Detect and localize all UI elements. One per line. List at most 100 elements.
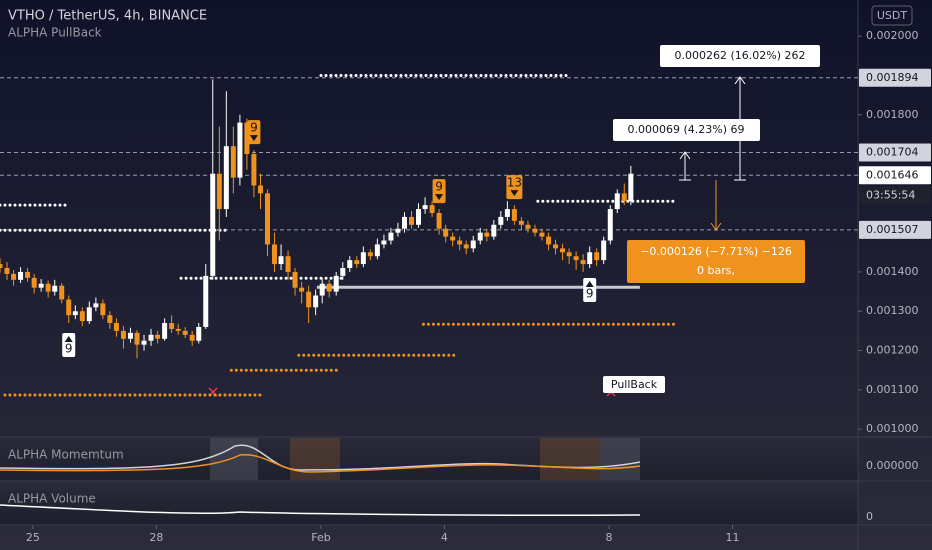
candle-body (257, 185, 263, 194)
candle-body (230, 146, 236, 178)
candle-body (52, 285, 58, 292)
volume-pane (0, 482, 858, 525)
marker-label: 13 (507, 176, 522, 190)
y-tick-label: 0.001800 (866, 108, 919, 121)
signal-box (603, 376, 665, 393)
price-label: 0.001507 (866, 223, 919, 236)
candle-body (251, 154, 257, 186)
measure-text: 0.000069 (4.23%) 69 (627, 123, 744, 136)
candle-body (553, 244, 559, 249)
candle-body (326, 283, 332, 292)
candle-body (518, 220, 524, 225)
momentum-pane (0, 437, 858, 481)
candle-body (210, 173, 216, 276)
price-label-box (859, 166, 931, 185)
candle-body (463, 244, 469, 249)
candle-body (525, 224, 531, 229)
measure-text: 0 bars, (697, 264, 735, 277)
candle-body (120, 330, 126, 339)
marker-arrow (510, 190, 519, 197)
price-label-box (859, 68, 931, 87)
x-tick-label: Feb (311, 531, 330, 544)
pane-band (210, 438, 258, 480)
countdown-box (859, 186, 931, 205)
candle-body (614, 193, 620, 210)
chart-subtitle: ALPHA PullBack (8, 26, 102, 40)
x-tick-label: 25 (26, 531, 40, 544)
candle-body (18, 271, 24, 280)
countdown: 03:55:54 (866, 188, 915, 201)
candle-body (607, 209, 613, 241)
candle-body (416, 209, 422, 225)
marker-label: 9 (586, 287, 594, 301)
marker-arrow (435, 194, 444, 201)
pane-title: ALPHA Volume (8, 492, 96, 506)
candle-body (299, 287, 305, 292)
candle-body (278, 256, 284, 265)
candle-body (25, 271, 31, 278)
candle-body (292, 271, 298, 288)
marker-arrow (249, 135, 258, 142)
candle-body (532, 228, 538, 233)
candle-body (374, 244, 380, 257)
candle-body (546, 236, 552, 245)
candle-body (100, 303, 106, 316)
candle-body (223, 146, 229, 210)
measure-arrow-head (734, 76, 746, 85)
candle-body (169, 323, 175, 329)
marker-label: 9 (65, 342, 73, 356)
candle-body (347, 260, 353, 269)
candle-body (38, 283, 44, 288)
candle-body (93, 303, 99, 308)
marker-box (583, 278, 597, 303)
candle-body (203, 275, 209, 327)
candle-body (148, 334, 154, 341)
measure-text: 0.000262 (16.02%) 262 (674, 49, 805, 62)
candle-body (594, 252, 600, 261)
volume-line (0, 504, 641, 517)
candle-body (470, 240, 476, 249)
candle-body (244, 122, 250, 155)
candle-body (429, 205, 435, 213)
candle-body (127, 332, 133, 339)
candle-body (175, 328, 181, 331)
y-tick-label: 0.002000 (866, 29, 919, 42)
pane-tick-label: 0.000000 (866, 459, 919, 472)
candle-body (285, 256, 291, 272)
candle-body (11, 273, 17, 280)
measure-box (627, 240, 805, 283)
pane-band (290, 438, 340, 480)
candle-body (354, 260, 360, 265)
candle-body (306, 291, 312, 308)
candle-body (409, 216, 415, 225)
candle-body (539, 232, 545, 237)
candle-body (134, 332, 140, 345)
candle-body (319, 283, 325, 296)
candle-body (107, 315, 113, 324)
plot-area: 0.002000 0.001800 0.001400 0.001300 0.001200… (0, 29, 919, 544)
x-tick-label: 11 (725, 531, 739, 544)
candle-body (0, 264, 3, 269)
candle-body (511, 209, 517, 221)
candle-body (601, 240, 607, 261)
price-label-box (859, 143, 931, 162)
candle-body (573, 256, 579, 261)
currency-button-label[interactable]: USDT (877, 9, 908, 22)
y-tick-label: 0.001200 (866, 344, 919, 357)
candle-body (264, 193, 270, 245)
candle-body (504, 209, 510, 217)
pane-tick-label: 0 (866, 510, 873, 523)
measure-text: −0.000126 (−7.71%) −126 (640, 245, 792, 258)
candle-body (388, 232, 394, 241)
candle-body (141, 340, 147, 345)
y-tick-label: 0.001000 (866, 422, 919, 435)
x-tick-label: 8 (606, 531, 613, 544)
candle-body (587, 252, 593, 265)
candle-body (491, 224, 497, 237)
marker-box (62, 333, 76, 358)
currency-button[interactable] (871, 5, 913, 26)
momentum-signal (0, 454, 641, 473)
candle-body (237, 122, 243, 178)
